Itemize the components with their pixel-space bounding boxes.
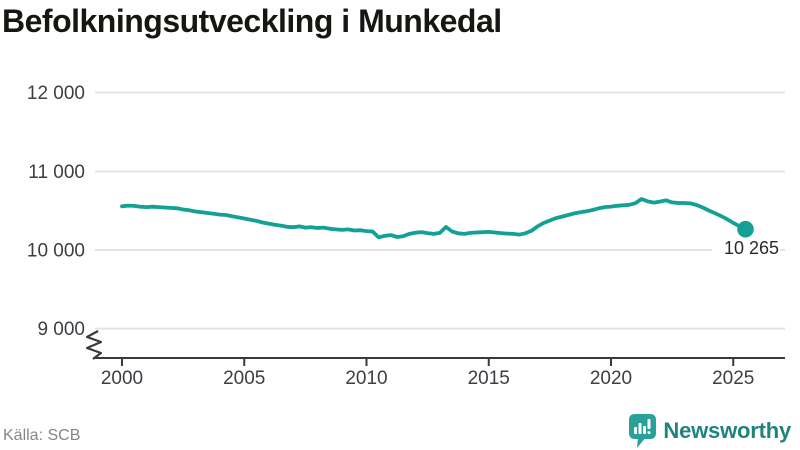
source-caption: Källa: SCB [3,427,81,444]
x-axis-tick-label: 2000 [101,368,143,389]
newsworthy-logo: Newsworthy [629,414,791,448]
latest-point-dot [737,220,754,238]
newsworthy-wordmark: Newsworthy [663,418,791,443]
x-axis-tick-label: 2020 [590,368,632,389]
newsworthy-bubble-bar-chart-icon [629,414,657,448]
y-axis-tick-label: 9 000 [37,319,85,340]
x-axis-tick-label: 2025 [712,368,754,389]
x-axis-tick-label: 2010 [345,368,387,389]
latest-value-label: 10 265 [712,238,780,258]
x-axis-tick-label: 2005 [223,368,265,389]
y-axis-tick-label: 10 000 [27,241,85,262]
y-axis-tick-label: 12 000 [27,83,85,104]
y-axis-tick-label: 11 000 [28,162,85,183]
chart-title: Befolkningsutveckling i Munkedal [2,3,502,39]
axis-break-squiggle [85,330,103,360]
population-line [120,197,748,240]
x-axis-tick-label: 2015 [468,368,510,389]
